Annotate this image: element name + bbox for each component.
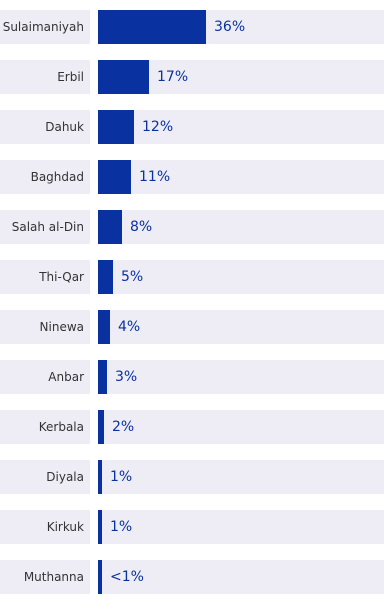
bar-track [98,460,384,494]
bar [98,260,113,294]
category-label: Sulaimaniyah [0,10,90,44]
category-label: Thi-Qar [0,260,90,294]
bar [98,10,206,44]
bar-track [98,510,384,544]
bar-track [98,260,384,294]
category-label: Dahuk [0,110,90,144]
value-label: 5% [121,269,144,285]
value-label: 11% [139,169,171,185]
bar-track [98,360,384,394]
category-label: Salah al-Din [0,210,90,244]
value-label: 1% [110,469,133,485]
category-label: Diyala [0,460,90,494]
bar [98,160,131,194]
bar [98,560,102,594]
bar-track [98,210,384,244]
category-label: Kirkuk [0,510,90,544]
bar [98,210,122,244]
value-label: 1% [110,519,133,535]
bar-track [98,410,384,444]
category-label: Anbar [0,360,90,394]
category-label: Muthanna [0,560,90,594]
bar-track [98,160,384,194]
value-label: 36% [214,19,246,35]
bar-track [98,310,384,344]
value-label: 3% [115,369,138,385]
bar [98,310,110,344]
category-label: Ninewa [0,310,90,344]
bar [98,410,104,444]
value-label: 17% [157,69,189,85]
bar [98,60,149,94]
category-label: Baghdad [0,160,90,194]
bar-track [98,110,384,144]
bar-track [98,560,384,594]
bar [98,460,102,494]
value-label: <1% [110,569,144,585]
category-label: Kerbala [0,410,90,444]
category-label: Erbil [0,60,90,94]
value-label: 8% [130,219,153,235]
value-label: 2% [112,419,135,435]
value-label: 4% [118,319,141,335]
bar [98,510,102,544]
value-label: 12% [142,119,174,135]
bar [98,360,107,394]
bar [98,110,134,144]
